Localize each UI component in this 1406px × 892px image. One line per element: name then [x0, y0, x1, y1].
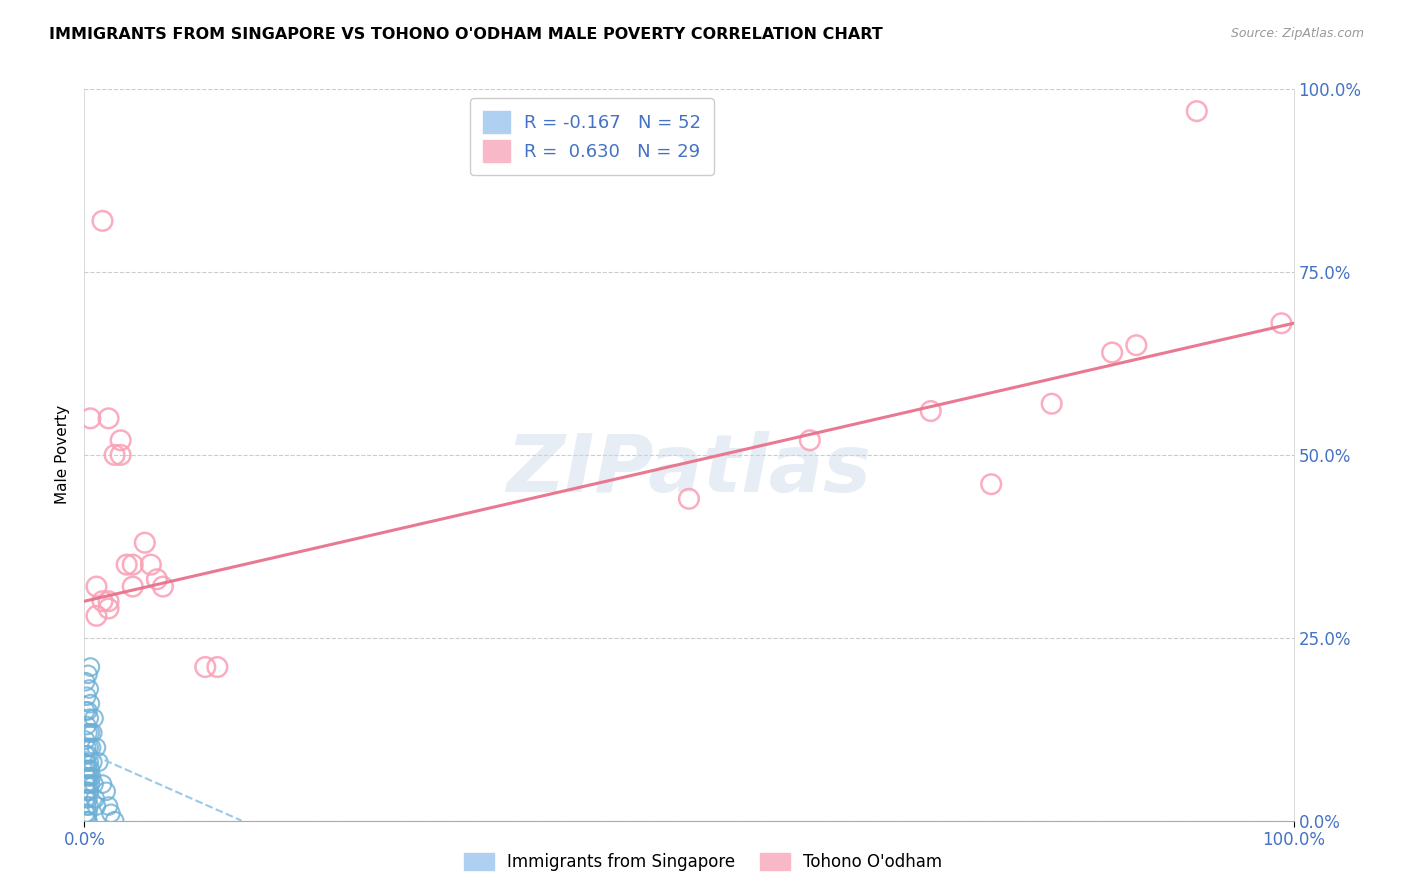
Point [77, 755, 100, 769]
Point [77, 667, 100, 681]
Point [79, 660, 101, 674]
Point [104, 448, 127, 462]
Point [76, 770, 98, 784]
Point [80, 740, 103, 755]
Point [146, 572, 169, 586]
Point [1040, 397, 1063, 411]
Point [76, 799, 98, 814]
Point [77, 784, 100, 798]
Text: Source: ZipAtlas.com: Source: ZipAtlas.com [1230, 27, 1364, 40]
Point [115, 558, 138, 572]
Point [104, 814, 127, 828]
Text: IMMIGRANTS FROM SINGAPORE VS TOHONO O'ODHAM MALE POVERTY CORRELATION CHART: IMMIGRANTS FROM SINGAPORE VS TOHONO O'OD… [49, 27, 883, 42]
Point [75, 733, 97, 747]
Point [77, 770, 100, 784]
Point [86, 799, 108, 814]
Point [110, 448, 132, 462]
Point [76, 740, 98, 755]
Point [121, 558, 143, 572]
Y-axis label: Male Poverty: Male Poverty [55, 405, 70, 505]
Point [76, 755, 98, 769]
Point [91, 777, 114, 791]
Text: ZIPatlas: ZIPatlas [506, 431, 872, 508]
Point [87, 755, 110, 769]
Point [1125, 338, 1147, 352]
Point [77, 791, 100, 805]
Point [75, 704, 97, 718]
Point [83, 777, 105, 791]
Point [80, 770, 103, 784]
Point [77, 711, 100, 725]
Legend: R = -0.167   N = 52, R =  0.630   N = 29: R = -0.167 N = 52, R = 0.630 N = 29 [470, 98, 714, 175]
Point [1270, 316, 1292, 330]
Point [75, 747, 97, 762]
Point [84, 791, 107, 805]
Legend: Immigrants from Singapore, Tohono O'odham: Immigrants from Singapore, Tohono O'odha… [456, 845, 950, 880]
Point [79, 726, 101, 740]
Point [86, 740, 108, 755]
Point [110, 434, 132, 448]
Point [75, 674, 97, 689]
Point [76, 718, 98, 732]
Point [77, 763, 100, 777]
Point [76, 784, 98, 798]
Point [121, 580, 143, 594]
Point [77, 681, 100, 696]
Point [77, 806, 100, 821]
Point [77, 747, 100, 762]
Point [75, 777, 97, 791]
Point [152, 580, 174, 594]
Point [77, 814, 100, 828]
Point [799, 434, 821, 448]
Point [97, 594, 120, 608]
Point [1101, 345, 1123, 359]
Point [678, 491, 700, 506]
Point [75, 806, 97, 821]
Point [77, 799, 100, 814]
Point [75, 763, 97, 777]
Point [97, 411, 120, 425]
Point [97, 799, 120, 814]
Point [194, 660, 217, 674]
Point [82, 755, 104, 769]
Point [79, 697, 101, 711]
Point [76, 814, 98, 828]
Point [77, 740, 100, 755]
Point [97, 601, 120, 615]
Point [79, 777, 101, 791]
Point [79, 763, 101, 777]
Point [77, 704, 100, 718]
Point [920, 404, 942, 418]
Point [76, 690, 98, 704]
Point [82, 726, 104, 740]
Point [86, 608, 108, 623]
Point [83, 711, 105, 725]
Point [86, 580, 108, 594]
Point [75, 791, 97, 805]
Point [77, 777, 100, 791]
Point [1185, 104, 1208, 119]
Point [207, 660, 229, 674]
Point [980, 477, 1002, 491]
Point [139, 558, 162, 572]
Point [91, 594, 114, 608]
Point [94, 784, 117, 798]
Point [91, 214, 114, 228]
Point [77, 726, 100, 740]
Point [79, 411, 101, 425]
Point [100, 806, 122, 821]
Point [134, 535, 156, 549]
